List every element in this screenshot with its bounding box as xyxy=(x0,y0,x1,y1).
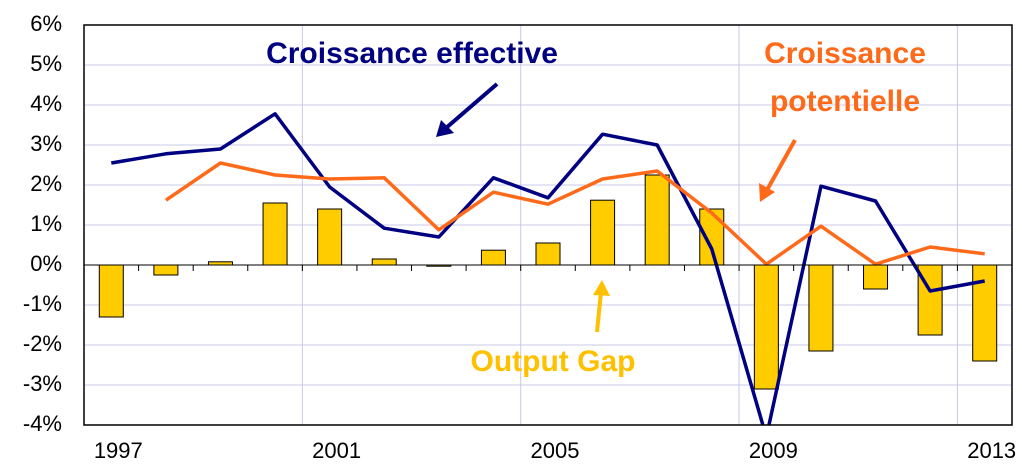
bar xyxy=(317,208,343,266)
bars xyxy=(98,174,998,390)
y-tick-label: 1% xyxy=(30,211,62,236)
plot-border xyxy=(83,24,1013,426)
bar xyxy=(262,202,288,266)
arrow xyxy=(444,82,499,130)
arrow-head xyxy=(759,183,775,202)
arrow xyxy=(765,139,797,191)
bar xyxy=(972,264,998,362)
line xyxy=(111,112,986,425)
bar xyxy=(644,174,670,266)
x-tick-label: 1997 xyxy=(94,438,143,463)
arrow xyxy=(595,291,603,333)
bar xyxy=(590,199,616,266)
y-tick-label: 3% xyxy=(30,131,62,156)
arrow-head xyxy=(436,120,454,137)
x-tick-label: 2001 xyxy=(312,438,361,463)
bar xyxy=(808,264,834,352)
y-tick-label: -3% xyxy=(23,371,62,396)
lines xyxy=(111,112,986,425)
bar xyxy=(699,208,725,266)
bar xyxy=(480,249,506,266)
x-tick-label: 2005 xyxy=(531,438,580,463)
bar xyxy=(153,264,179,276)
y-tick-label: 2% xyxy=(30,171,62,196)
y-tick-label: -2% xyxy=(23,331,62,356)
x-tick-label: 2009 xyxy=(749,438,798,463)
axes: -4% -3% -2% -1% 0% 1% 2% 3% 4% 5% 6% 1997 2001 2005 20… xyxy=(23,11,1016,463)
line xyxy=(164,161,985,266)
bar xyxy=(98,264,124,318)
bar xyxy=(753,264,779,390)
y-tick-label: -1% xyxy=(23,291,62,316)
annotation: Croissance effective xyxy=(266,37,558,70)
arrow-head xyxy=(593,280,610,296)
bar xyxy=(371,258,397,266)
annotation: Output Gap xyxy=(470,345,636,378)
y-tick-label: 6% xyxy=(30,11,62,36)
y-tick-label: 5% xyxy=(30,51,62,76)
y-tick-label: 0% xyxy=(30,251,62,276)
arrows xyxy=(436,82,797,333)
y-tick-label: 4% xyxy=(30,91,62,116)
annotation: Croissance potentielle xyxy=(764,37,926,118)
bar xyxy=(535,242,561,266)
y-tick-label: -4% xyxy=(23,411,62,436)
bar xyxy=(863,264,889,290)
x-tick-label: 2013 xyxy=(967,438,1016,463)
